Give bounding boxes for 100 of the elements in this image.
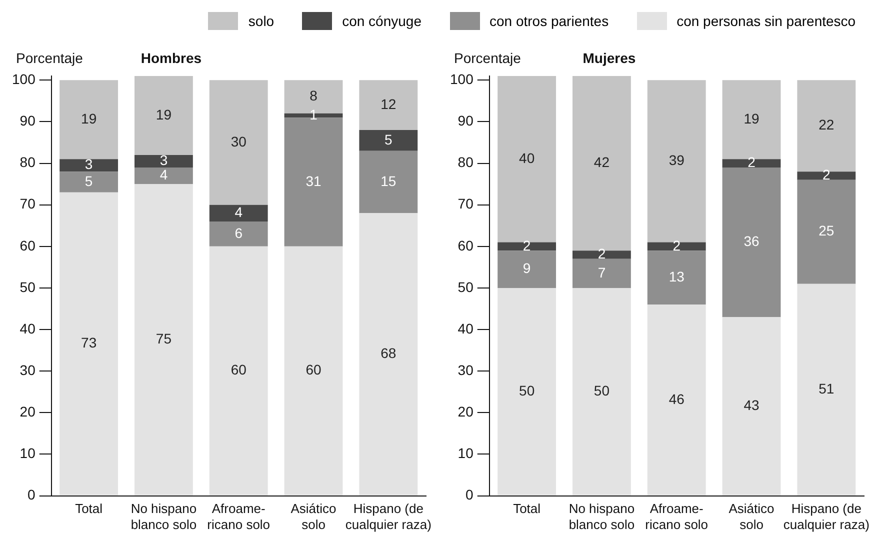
bar	[284, 118, 343, 246]
data-label: 50	[519, 382, 535, 398]
data-label: 5	[384, 131, 393, 148]
y-tick-label: 30	[20, 362, 36, 378]
data-label: 31	[306, 172, 322, 189]
data-label: 40	[519, 150, 535, 166]
x-tick-label: Total	[513, 501, 541, 516]
bar	[722, 167, 781, 318]
legend-label: con cónyuge	[342, 13, 422, 29]
data-label: 42	[594, 154, 610, 170]
bar	[359, 150, 418, 214]
x-tick-label: Total	[75, 501, 103, 516]
data-label: 46	[668, 390, 685, 407]
data-label: 6	[234, 224, 243, 241]
x-tick-label: Afroame- ricano solo	[207, 501, 270, 532]
chart-title: Hombres	[140, 50, 202, 66]
y-tick-label: 40	[458, 320, 474, 336]
y-tick-label: 20	[458, 404, 474, 420]
y-tick-label: 100	[12, 71, 36, 88]
x-tick-label: No hispano blanco solo	[130, 501, 197, 532]
data-label: 50	[594, 382, 610, 398]
bar	[134, 184, 193, 496]
bar	[572, 258, 631, 288]
bar	[60, 172, 118, 192]
y-axis-title: Porcentaje	[16, 50, 84, 66]
bar	[722, 317, 781, 496]
y-tick-label: 40	[20, 320, 36, 336]
y-tick-label: 20	[20, 404, 36, 420]
data-label: 8	[310, 88, 318, 104]
bar	[209, 80, 268, 205]
data-label: 15	[380, 172, 396, 189]
bar	[498, 242, 556, 251]
x-tick-label: Afroame- ricano solo	[645, 501, 708, 532]
bar	[647, 304, 706, 496]
y-tick-label: 70	[458, 196, 474, 212]
y-tick-label: 60	[458, 237, 474, 254]
y-tick-label: 60	[20, 237, 36, 254]
bar	[647, 250, 706, 305]
data-label: 39	[668, 152, 685, 168]
bar	[572, 250, 631, 259]
bar	[498, 76, 556, 242]
y-tick-label: 90	[458, 112, 474, 129]
data-label: 2	[822, 166, 831, 183]
bar	[647, 80, 706, 242]
x-tick-label: No hispano blanco solo	[568, 501, 635, 532]
bar	[572, 288, 631, 496]
bar	[60, 192, 118, 496]
x-tick-label: Asiático solo	[728, 501, 774, 532]
data-label: 19	[744, 110, 760, 126]
data-label: 68	[380, 345, 396, 362]
bar	[722, 159, 781, 168]
y-tick-label: 50	[458, 278, 474, 295]
data-label: 73	[81, 334, 97, 351]
data-label: 2	[748, 154, 756, 170]
y-tick-label: 10	[458, 445, 474, 462]
bar	[284, 246, 343, 496]
bar	[359, 80, 418, 130]
bar	[359, 213, 418, 496]
y-tick-label: 30	[458, 362, 474, 378]
data-label: 19	[156, 106, 172, 122]
data-label: 25	[818, 222, 834, 239]
bar	[797, 180, 856, 284]
bar	[797, 172, 856, 180]
y-tick-label: 50	[20, 278, 36, 295]
data-label: 2	[672, 237, 681, 254]
x-tick-label: Hispano (de cualquier raza)	[783, 501, 870, 532]
y-tick-label: 80	[458, 154, 474, 170]
data-label: 60	[230, 362, 247, 378]
x-tick-label: Hispano (de cualquier raza)	[345, 501, 432, 532]
legend-label: con personas sin parentesco	[676, 13, 856, 29]
data-label: 13	[668, 268, 685, 284]
bar	[359, 130, 418, 151]
data-label: 22	[818, 116, 834, 133]
y-tick-label: 0	[466, 486, 474, 503]
x-tick-label: Asiático solo	[290, 501, 336, 532]
bar	[60, 159, 118, 172]
bar	[60, 80, 118, 160]
data-label: 12	[380, 96, 396, 112]
data-label: 5	[84, 172, 93, 189]
y-tick-label: 10	[20, 445, 36, 462]
data-label: 75	[156, 330, 172, 347]
bar	[134, 167, 193, 184]
data-label: 9	[522, 260, 531, 276]
data-label: 60	[306, 362, 322, 378]
y-tick-label: 0	[28, 486, 36, 503]
data-label: 3	[160, 152, 168, 168]
bar	[134, 76, 193, 155]
bar	[498, 250, 556, 288]
data-label: 4	[234, 204, 243, 220]
data-label: 30	[230, 133, 247, 150]
y-axis-title: Porcentaje	[454, 50, 522, 66]
chart-title: Mujeres	[582, 50, 636, 66]
y-tick-label: 70	[20, 196, 36, 212]
bar	[209, 246, 268, 496]
data-label: 36	[744, 233, 760, 250]
bar	[209, 204, 268, 222]
data-label: 51	[818, 380, 834, 396]
bar	[498, 288, 556, 496]
legend-label: con otros parientes	[490, 13, 609, 29]
y-tick-label: 100	[450, 71, 474, 88]
